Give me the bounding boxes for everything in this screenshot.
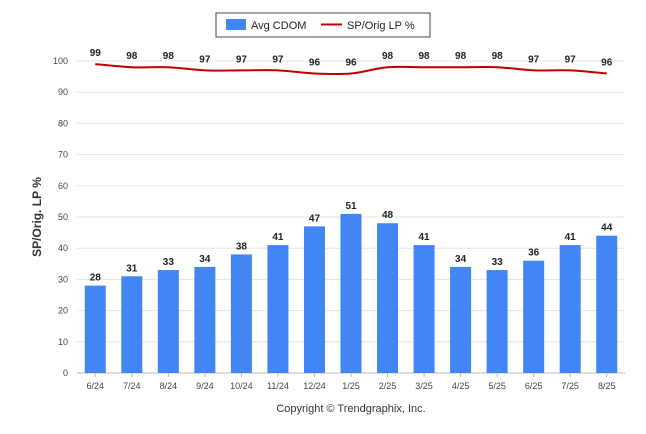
x-tick-label: 12/24: [303, 381, 326, 391]
bar-data-label: 33: [492, 257, 504, 268]
line-data-label: 96: [601, 57, 613, 68]
bar-data-label: 48: [382, 210, 394, 221]
y-tick-label: 40: [58, 243, 68, 253]
line-data-label: 98: [419, 51, 431, 62]
bar-data-label: 34: [455, 254, 467, 265]
line-data-label: 98: [492, 51, 504, 62]
bar: [486, 270, 508, 373]
y-tick-label: 10: [58, 337, 68, 347]
sp-orig-line: [95, 63, 607, 76]
line-data-label: 97: [272, 54, 284, 65]
x-axis: 6/24 7/24 8/24 9/24 10/24 11/24 12/24 1/25 2/25 3…: [87, 373, 616, 391]
y-tick-label: 30: [58, 274, 68, 284]
line-data-label: 98: [455, 51, 467, 62]
line-data-label: 97: [528, 54, 540, 65]
x-tick-label: 3/25: [415, 381, 433, 391]
y-axis-title: SP/Orig. LP %: [30, 177, 44, 257]
bar: [450, 266, 472, 373]
line-data-label: 97: [565, 54, 577, 65]
x-tick-label: 6/24: [87, 381, 105, 391]
bar-data-label: 47: [309, 213, 321, 224]
y-axis: 0 10 20 30 40 50 60 70 80 90 100: [53, 56, 68, 378]
x-tick-label: 9/24: [196, 381, 214, 391]
bar: [230, 254, 252, 373]
bars: 28 31 33 34 38 41 47 51 48 41 34 33 36 41 44: [84, 201, 618, 373]
bar: [157, 270, 179, 373]
bar: [303, 226, 325, 373]
line-data-label: 96: [309, 57, 321, 68]
bar-data-label: 33: [163, 257, 175, 268]
bar: [596, 235, 618, 373]
line-data-label: 96: [345, 57, 357, 68]
y-tick-label: 0: [63, 368, 68, 378]
bar: [121, 276, 143, 373]
bar-data-label: 38: [236, 241, 248, 252]
bar-data-label: 41: [565, 232, 577, 243]
bar: [267, 245, 289, 373]
x-tick-label: 10/24: [230, 381, 253, 391]
line-data-label: 98: [126, 51, 138, 62]
y-tick-label: 90: [58, 87, 68, 97]
bar: [559, 245, 581, 373]
x-tick-label: 4/25: [452, 381, 470, 391]
line-data-label: 98: [163, 51, 175, 62]
bar: [84, 285, 106, 373]
y-tick-label: 20: [58, 306, 68, 316]
y-tick-label: 50: [58, 212, 68, 222]
x-tick-label: 5/25: [488, 381, 506, 391]
x-tick-label: 8/25: [598, 381, 616, 391]
bar-data-label: 31: [126, 263, 138, 274]
bar: [413, 245, 435, 373]
x-tick-label: 2/25: [379, 381, 397, 391]
y-tick-label: 70: [58, 150, 68, 160]
bar-data-label: 51: [345, 201, 357, 212]
x-tick-label: 8/24: [160, 381, 178, 391]
copyright: Copyright © Trendgraphix, Inc.: [276, 403, 425, 415]
bar-data-label: 44: [601, 223, 613, 234]
bar-data-label: 41: [419, 232, 431, 243]
x-tick-label: 11/24: [267, 381, 289, 391]
bar: [194, 266, 216, 373]
line-data-label: 97: [236, 54, 248, 65]
x-tick-label: 7/24: [123, 381, 141, 391]
y-tick-label: 80: [58, 118, 68, 128]
legend-swatch-avg-cdom: [226, 19, 246, 30]
x-tick-label: 1/25: [342, 381, 360, 391]
y-tick-label: 60: [58, 181, 68, 191]
bar-data-label: 34: [199, 254, 211, 265]
bar: [340, 213, 362, 373]
x-tick-label: 6/25: [525, 381, 543, 391]
line-series: 99 98 98 97 97 97 96 96 98 98 98 98 97 97 96: [90, 48, 613, 76]
legend: Avg CDOM SP/Orig LP %: [215, 12, 431, 38]
bar-data-label: 36: [528, 248, 540, 259]
legend-label-sp-orig: SP/Orig LP %: [347, 20, 415, 32]
bar-data-label: 41: [272, 232, 284, 243]
bar-data-label: 28: [90, 273, 102, 284]
line-data-label: 97: [199, 54, 211, 65]
bar: [523, 260, 545, 373]
y-tick-label: 100: [53, 56, 68, 66]
legend-label-avg-cdom: Avg CDOM: [251, 20, 306, 32]
line-data-label: 98: [382, 51, 394, 62]
bar: [377, 223, 399, 373]
line-data-label: 99: [90, 48, 102, 59]
x-tick-label: 7/25: [561, 381, 579, 391]
